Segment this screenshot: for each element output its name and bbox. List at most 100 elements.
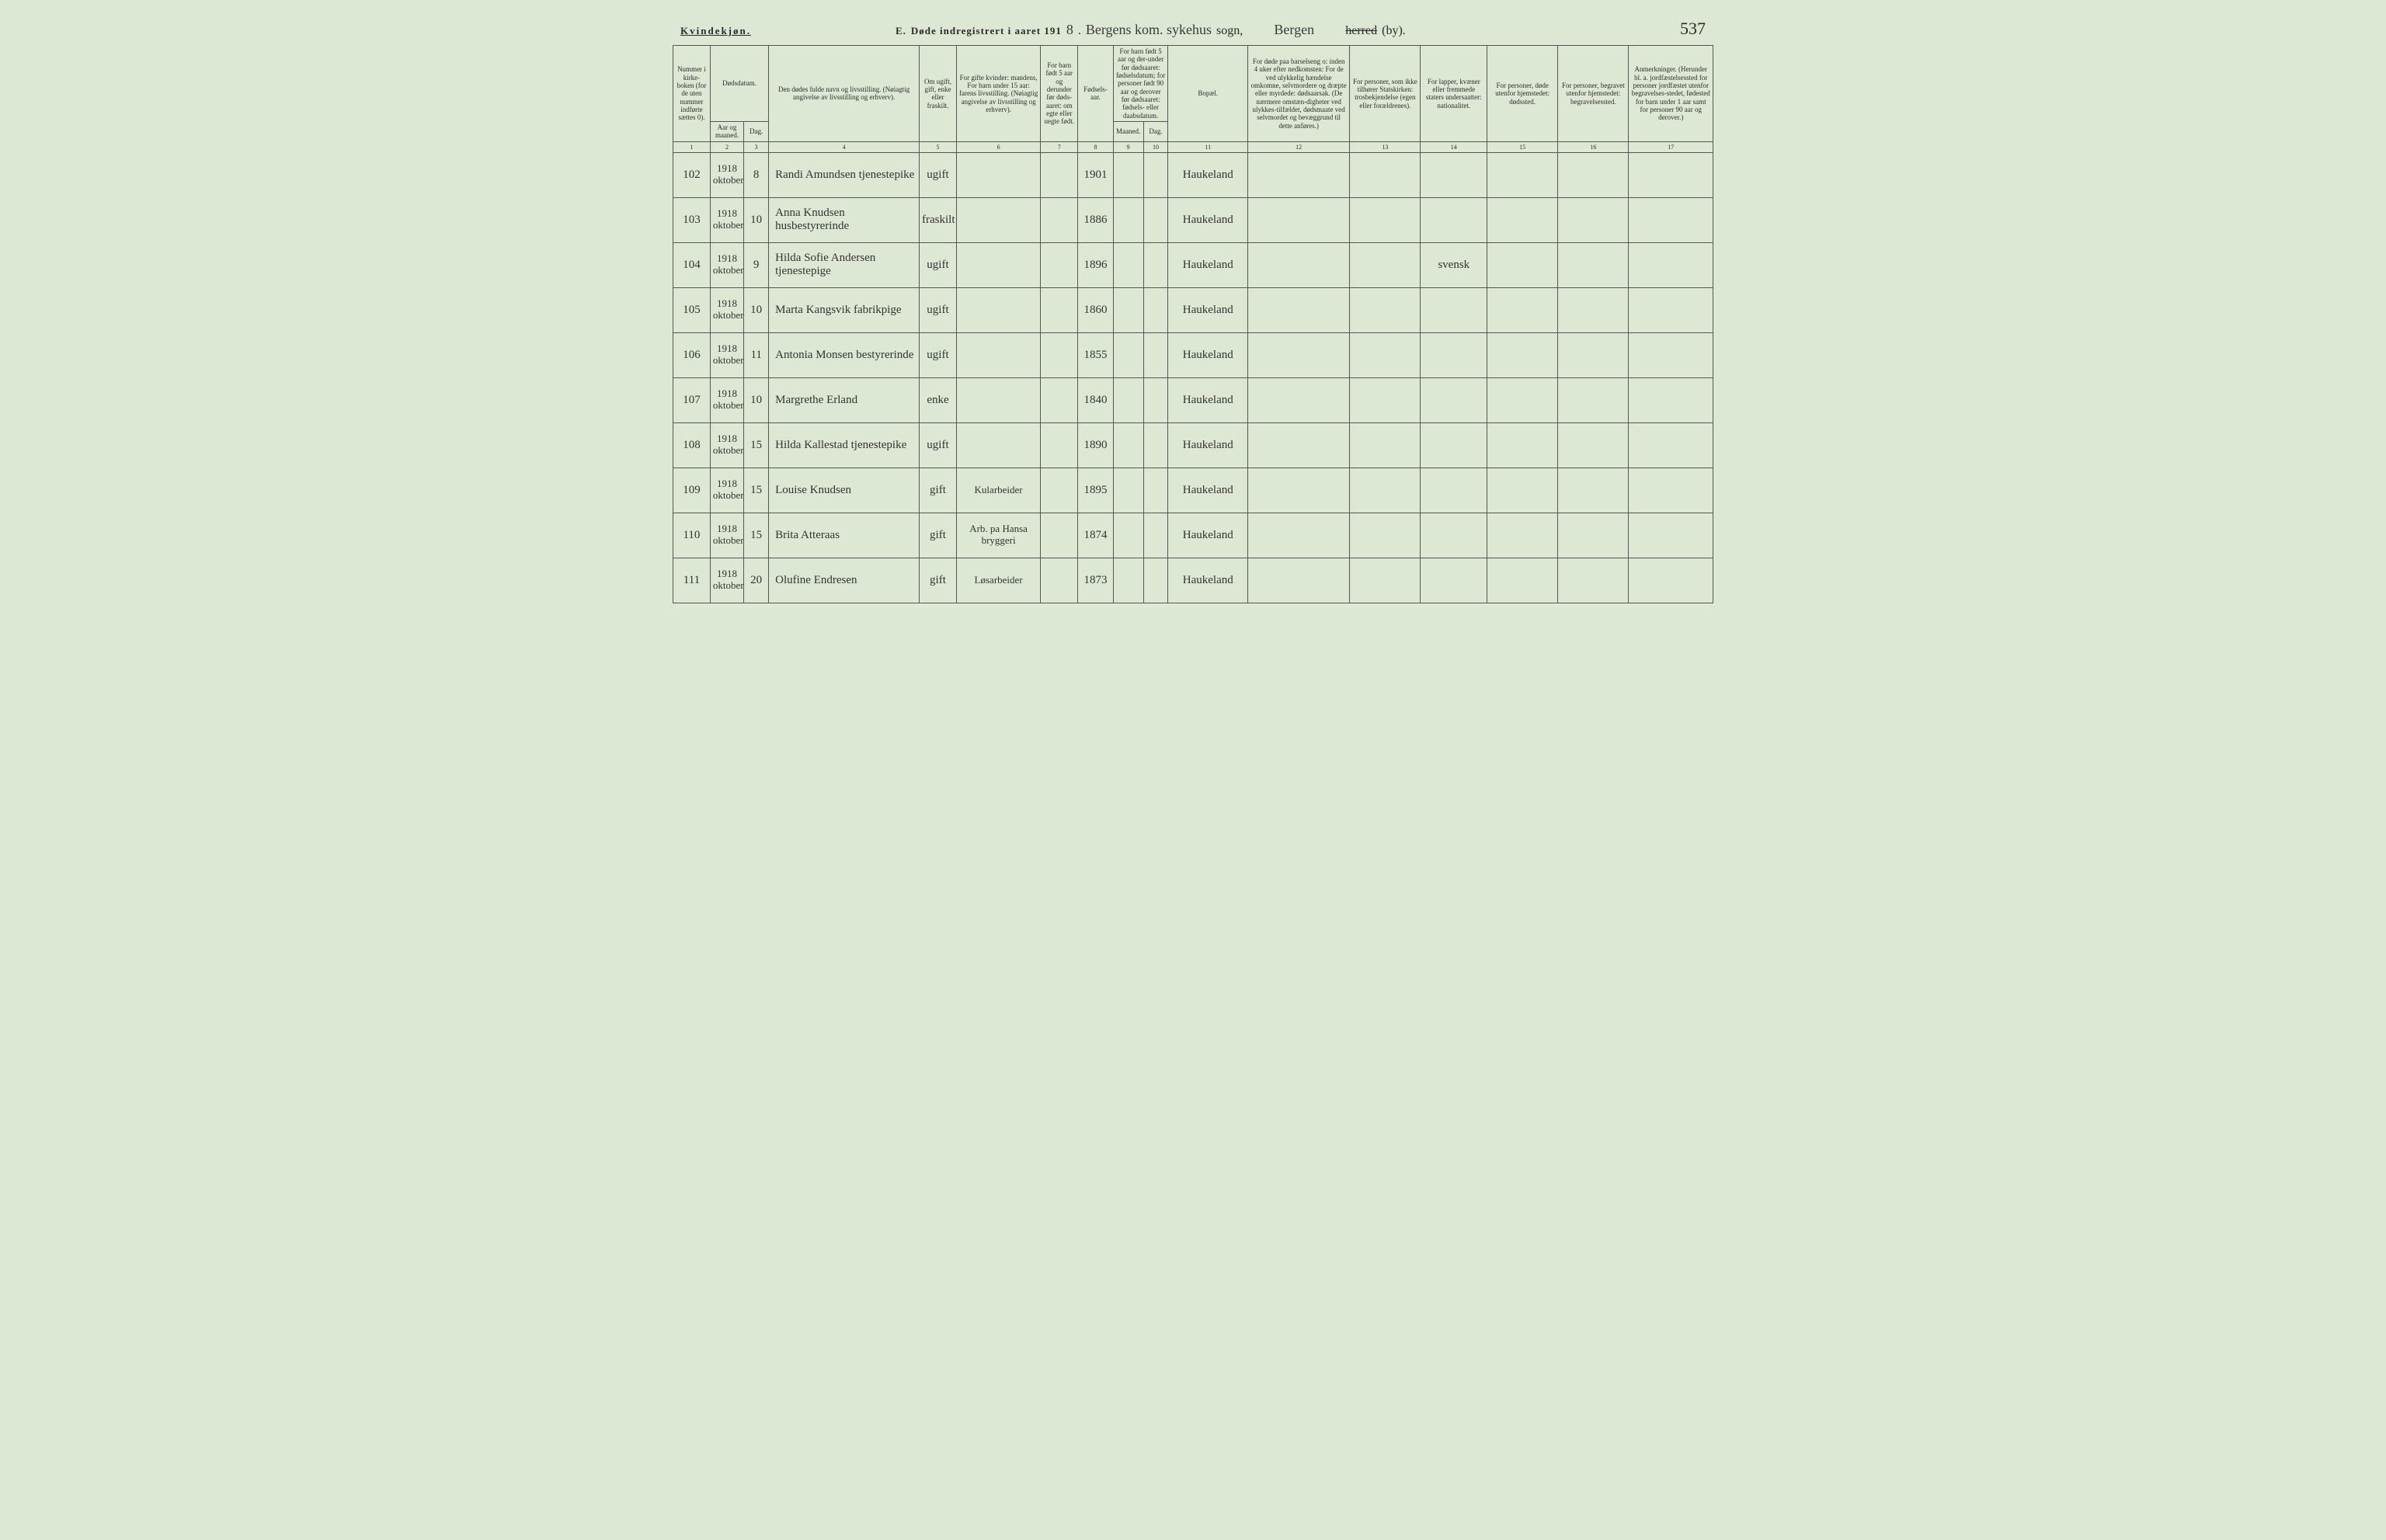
cell-name: Antonia Monsen bestyrerinde	[769, 332, 920, 377]
cell-nat	[1421, 422, 1487, 468]
col-4: Den dødes fulde navn og livsstilling. (N…	[769, 46, 920, 142]
cell-c12	[1248, 513, 1350, 558]
cell-c16	[1558, 513, 1629, 558]
cell-status: ugift	[920, 332, 957, 377]
cell-c17	[1629, 513, 1713, 558]
cell-c13	[1350, 332, 1421, 377]
cell-day: 8	[744, 152, 769, 197]
cell-num: 107	[673, 377, 711, 422]
col-14: For lapper, kvæner eller fremmede stater…	[1421, 46, 1487, 142]
cell-name: Margrethe Erland	[769, 377, 920, 422]
cell-status: gift	[920, 558, 957, 603]
cell-c9	[1113, 332, 1143, 377]
col-8: Fødsels-aar.	[1078, 46, 1114, 142]
cell-c13	[1350, 242, 1421, 287]
cell-status: ugift	[920, 242, 957, 287]
colnum: 4	[769, 141, 920, 152]
table-row: 1111918 oktober20Olufine EndresengiftLøs…	[673, 558, 1713, 603]
herred-label-strike: herred	[1345, 24, 1377, 38]
cell-nat	[1421, 152, 1487, 197]
cell-num: 109	[673, 468, 711, 513]
cell-c13	[1350, 287, 1421, 332]
cell-c7	[1041, 377, 1078, 422]
cell-num: 102	[673, 152, 711, 197]
colnum: 1	[673, 141, 711, 152]
gender-label: Kvindekjøn.	[680, 25, 751, 37]
cell-c12	[1248, 558, 1350, 603]
col-9: Maaned.	[1113, 122, 1143, 142]
cell-ym: 1918 oktober	[710, 242, 743, 287]
cell-name: Brita Atteraas	[769, 513, 920, 558]
cell-c13	[1350, 468, 1421, 513]
cell-born: 1901	[1078, 152, 1114, 197]
cell-ym: 1918 oktober	[710, 558, 743, 603]
cell-c10	[1143, 558, 1168, 603]
cell-num: 105	[673, 287, 711, 332]
cell-c15	[1487, 287, 1558, 332]
cell-occ: Arb. pa Hansa bryggeri	[956, 513, 1040, 558]
cell-status: ugift	[920, 422, 957, 468]
cell-status: ugift	[920, 287, 957, 332]
cell-num: 108	[673, 422, 711, 468]
cell-nat	[1421, 197, 1487, 242]
cell-c7	[1041, 287, 1078, 332]
cell-occ	[956, 152, 1040, 197]
cell-ym: 1918 oktober	[710, 152, 743, 197]
cell-c7	[1041, 468, 1078, 513]
cell-place: Haukeland	[1168, 332, 1248, 377]
cell-ym: 1918 oktober	[710, 287, 743, 332]
colnum: 9	[1113, 141, 1143, 152]
cell-c16	[1558, 197, 1629, 242]
cell-c7	[1041, 422, 1078, 468]
section-letter: E.	[896, 25, 906, 37]
cell-c10	[1143, 242, 1168, 287]
cell-num: 106	[673, 332, 711, 377]
cell-occ	[956, 197, 1040, 242]
cell-born: 1886	[1078, 197, 1114, 242]
cell-c15	[1487, 558, 1558, 603]
cell-place: Haukeland	[1168, 377, 1248, 422]
table-body: 1021918 oktober8Randi Amundsen tjenestep…	[673, 152, 1713, 603]
colnum: 7	[1041, 141, 1078, 152]
cell-occ	[956, 332, 1040, 377]
cell-name: Hilda Kallestad tjenestepike	[769, 422, 920, 468]
cell-c13	[1350, 558, 1421, 603]
cell-c9	[1113, 242, 1143, 287]
cell-c9	[1113, 287, 1143, 332]
cell-c12	[1248, 422, 1350, 468]
cell-place: Haukeland	[1168, 422, 1248, 468]
sogn-label: sogn,	[1216, 24, 1243, 38]
cell-day: 10	[744, 287, 769, 332]
cell-c10	[1143, 287, 1168, 332]
cell-place: Haukeland	[1168, 513, 1248, 558]
cell-place: Haukeland	[1168, 287, 1248, 332]
cell-born: 1860	[1078, 287, 1114, 332]
sogn-value: Bergens kom. sykehus	[1086, 22, 1212, 38]
colnum: 5	[920, 141, 957, 152]
cell-c13	[1350, 377, 1421, 422]
cell-c12	[1248, 468, 1350, 513]
cell-c9	[1113, 152, 1143, 197]
col-17: Anmerkninger. (Herunder bl. a. jordfæste…	[1629, 46, 1713, 142]
cell-name: Olufine Endresen	[769, 558, 920, 603]
cell-c10	[1143, 468, 1168, 513]
col-10: Dag.	[1143, 122, 1168, 142]
herred-label-by: (by).	[1382, 24, 1406, 38]
table-row: 1091918 oktober15Louise KnudsengiftKular…	[673, 468, 1713, 513]
colnum: 13	[1350, 141, 1421, 152]
cell-nat	[1421, 377, 1487, 422]
col-16: For personer, begravet utenfor hjemstede…	[1558, 46, 1629, 142]
cell-c9	[1113, 513, 1143, 558]
cell-day: 15	[744, 513, 769, 558]
cell-c12	[1248, 242, 1350, 287]
cell-c16	[1558, 152, 1629, 197]
cell-c15	[1487, 197, 1558, 242]
cell-name: Anna Knudsen husbestyrerinde	[769, 197, 920, 242]
cell-c17	[1629, 287, 1713, 332]
cell-c7	[1041, 558, 1078, 603]
cell-place: Haukeland	[1168, 468, 1248, 513]
cell-place: Haukeland	[1168, 197, 1248, 242]
table-row: 1051918 oktober10Marta Kangsvik fabrikpi…	[673, 287, 1713, 332]
col-9-top: For barn født 5 aar og der-under før død…	[1113, 46, 1168, 122]
cell-c9	[1113, 468, 1143, 513]
